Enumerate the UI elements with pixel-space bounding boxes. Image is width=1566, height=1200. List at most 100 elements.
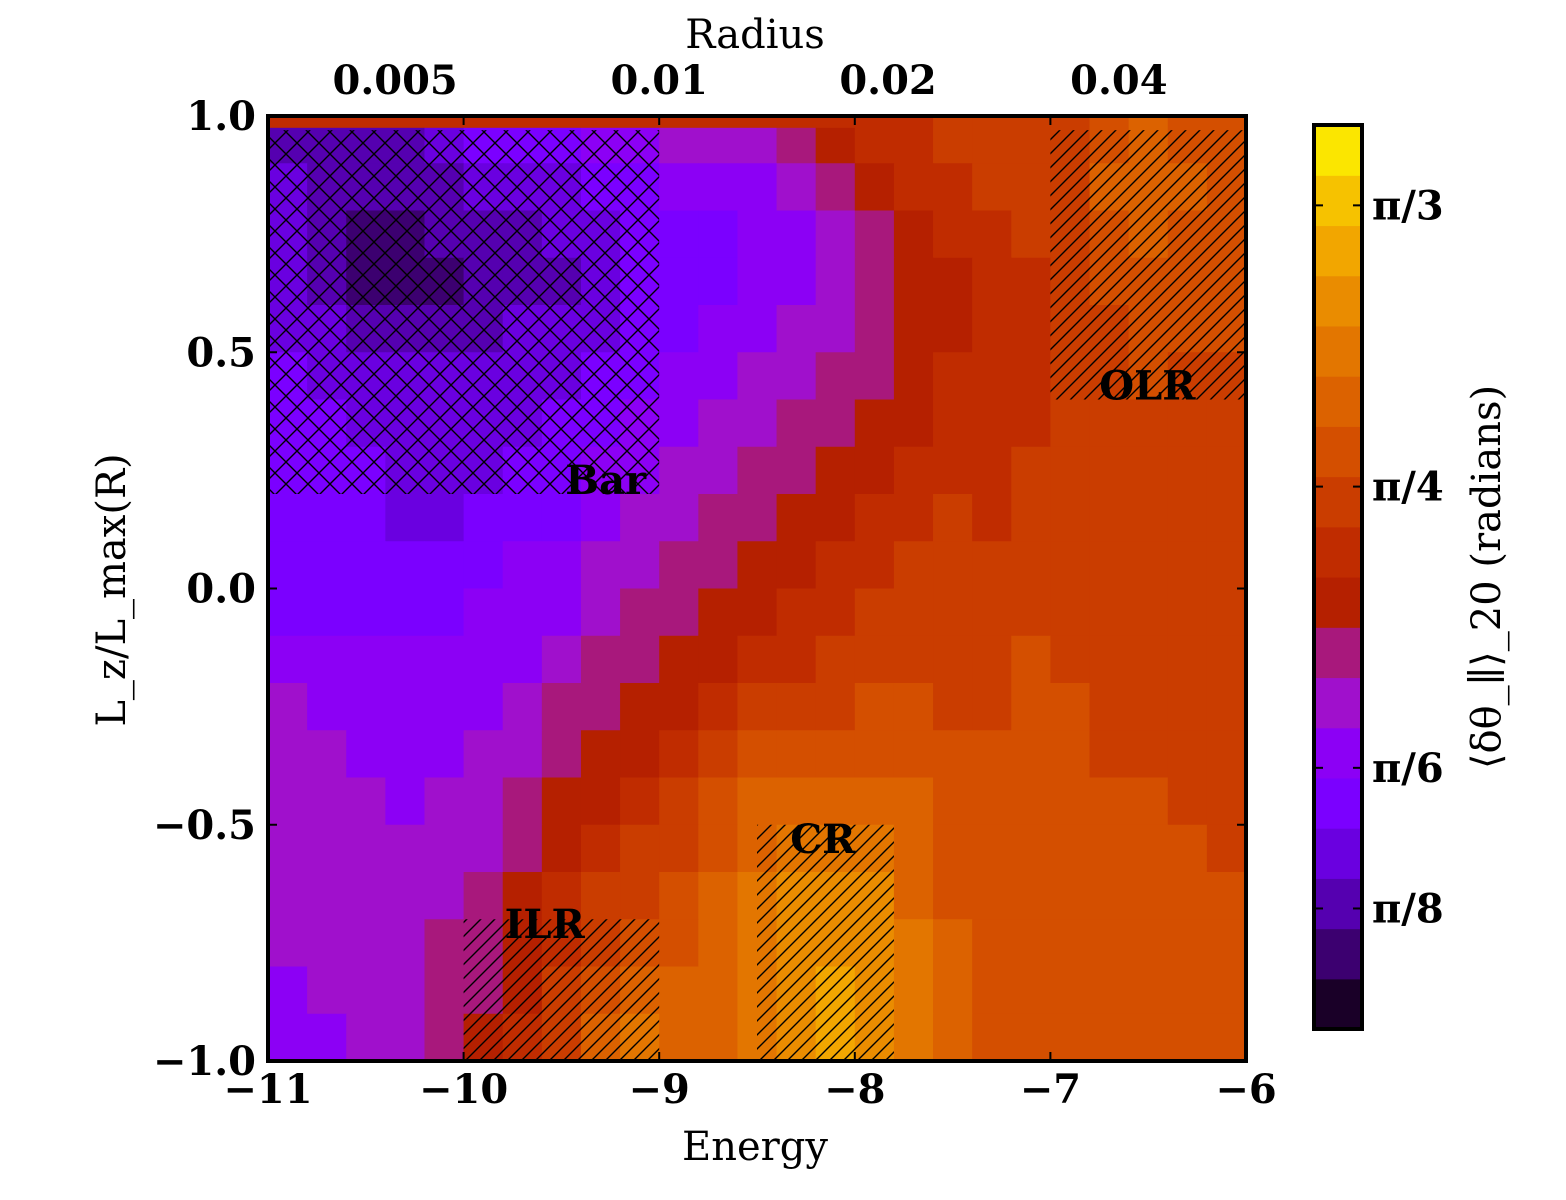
heatmap-cell (541, 541, 582, 590)
heatmap-cell (659, 1013, 699, 1061)
heatmap-cell (580, 777, 621, 826)
heatmap-cell (854, 257, 895, 306)
heatmap-cell (698, 872, 739, 920)
heatmap-cell (854, 494, 895, 542)
heatmap-cell (972, 446, 1012, 495)
heatmap-cell (1206, 399, 1246, 448)
heatmap-cell (1011, 116, 1051, 164)
heatmap-cell (854, 210, 895, 259)
heatmap-cell (1050, 446, 1091, 495)
heatmap-cell (1128, 635, 1169, 684)
heatmap-cell (268, 919, 308, 968)
heatmap-cell (659, 210, 699, 259)
heatmap-cell (1050, 541, 1091, 590)
heatmap-cell (346, 919, 386, 968)
heatmap-cell (463, 635, 504, 684)
heatmap-cell (776, 494, 817, 542)
heatmap-cell (893, 588, 934, 637)
heatmap-cell (698, 257, 739, 306)
heatmap-cell (1167, 399, 1208, 448)
heatmap-cell (933, 588, 973, 637)
heatmap-cell (737, 730, 778, 779)
heatmap-cell (1011, 305, 1051, 353)
heatmap-cell (424, 635, 465, 684)
heatmap-cell (698, 683, 739, 731)
heatmap-cell (385, 683, 426, 731)
heatmap-cell (972, 777, 1012, 826)
heatmap-cell (346, 777, 386, 826)
heatmap-cell (815, 446, 856, 495)
heatmap-cell (620, 777, 660, 826)
x-axis-label: Energy (682, 1124, 828, 1170)
heatmap-cell (933, 683, 973, 731)
heatmap-cell (1167, 872, 1208, 920)
heatmap-cell (580, 541, 621, 590)
heatmap-cell (893, 966, 934, 1015)
heatmap-cell (893, 494, 934, 542)
heatmap-cell (1089, 541, 1130, 590)
heatmap-cell (1167, 635, 1208, 684)
colorbar-segment (1314, 978, 1362, 1030)
heatmap-cell (815, 683, 856, 731)
heatmap-cell (1050, 919, 1091, 968)
heatmap-cell (541, 824, 582, 873)
heatmap-cell (1011, 399, 1051, 448)
heatmap-cell (893, 446, 934, 495)
heatmap-cell (1089, 919, 1130, 968)
heatmap-cell (1206, 541, 1246, 590)
heatmap-cell (737, 257, 778, 306)
heatmap-cell (893, 777, 934, 826)
heatmap-cell (1128, 588, 1169, 637)
heatmap-cell (893, 210, 934, 259)
heatmap-cell (1206, 588, 1246, 637)
heatmap-cell (346, 872, 386, 920)
top-x-tick-label: 0.01 (610, 57, 707, 104)
x-tick-label: −6 (1215, 1066, 1276, 1113)
heatmap-cell (307, 588, 347, 637)
heatmap-cell (424, 683, 465, 731)
heatmap-cell (815, 210, 856, 259)
heatmap-cell (737, 635, 778, 684)
heatmap-cell (1167, 446, 1208, 495)
heatmap-cell (580, 494, 621, 542)
heatmap-cell (580, 824, 621, 873)
heatmap-cell (1128, 541, 1169, 590)
heatmap-cell (698, 730, 739, 779)
heatmap-cell (1167, 683, 1208, 731)
heatmap-cell (1050, 494, 1091, 542)
heatmap-cell (502, 824, 543, 873)
heatmap-cell (737, 541, 778, 590)
heatmap-cell (854, 305, 895, 353)
hatch-region-olr (1050, 130, 1246, 400)
heatmap-cell (502, 683, 543, 731)
heatmap-cell (972, 824, 1012, 873)
heatmap-cell (463, 683, 504, 731)
heatmap-cell (815, 541, 856, 590)
heatmap-cell (815, 352, 856, 401)
heatmap-cell (502, 588, 543, 637)
heatmap-cell (1011, 966, 1051, 1015)
heatmap-cell (1050, 635, 1091, 684)
heatmap-cell (659, 635, 699, 684)
heatmap-cell (776, 210, 817, 259)
heatmap-cell (1128, 1013, 1169, 1061)
heatmap-cell (776, 777, 817, 826)
heatmap-cell (972, 163, 1012, 212)
heatmap-cell (933, 541, 973, 590)
heatmap-cell (933, 305, 973, 353)
heatmap-cell (307, 730, 347, 779)
heatmap-cell (268, 588, 308, 637)
heatmap-cell (698, 163, 739, 212)
heatmap-cell (893, 399, 934, 448)
heatmap-cell (307, 824, 347, 873)
heatmap-cell (972, 635, 1012, 684)
heatmap-cell (815, 305, 856, 353)
colorbar-segment (1314, 928, 1362, 980)
heatmap-cell (1128, 730, 1169, 779)
colorbar-ticks: π/3 π/4 π/6 π/8 (1314, 182, 1444, 932)
heatmap-cell (1011, 683, 1051, 731)
colorbar-segment (1314, 225, 1362, 277)
heatmap-cell (737, 399, 778, 448)
x-tick-label: −8 (824, 1066, 885, 1113)
colorbar-segment (1314, 627, 1362, 679)
